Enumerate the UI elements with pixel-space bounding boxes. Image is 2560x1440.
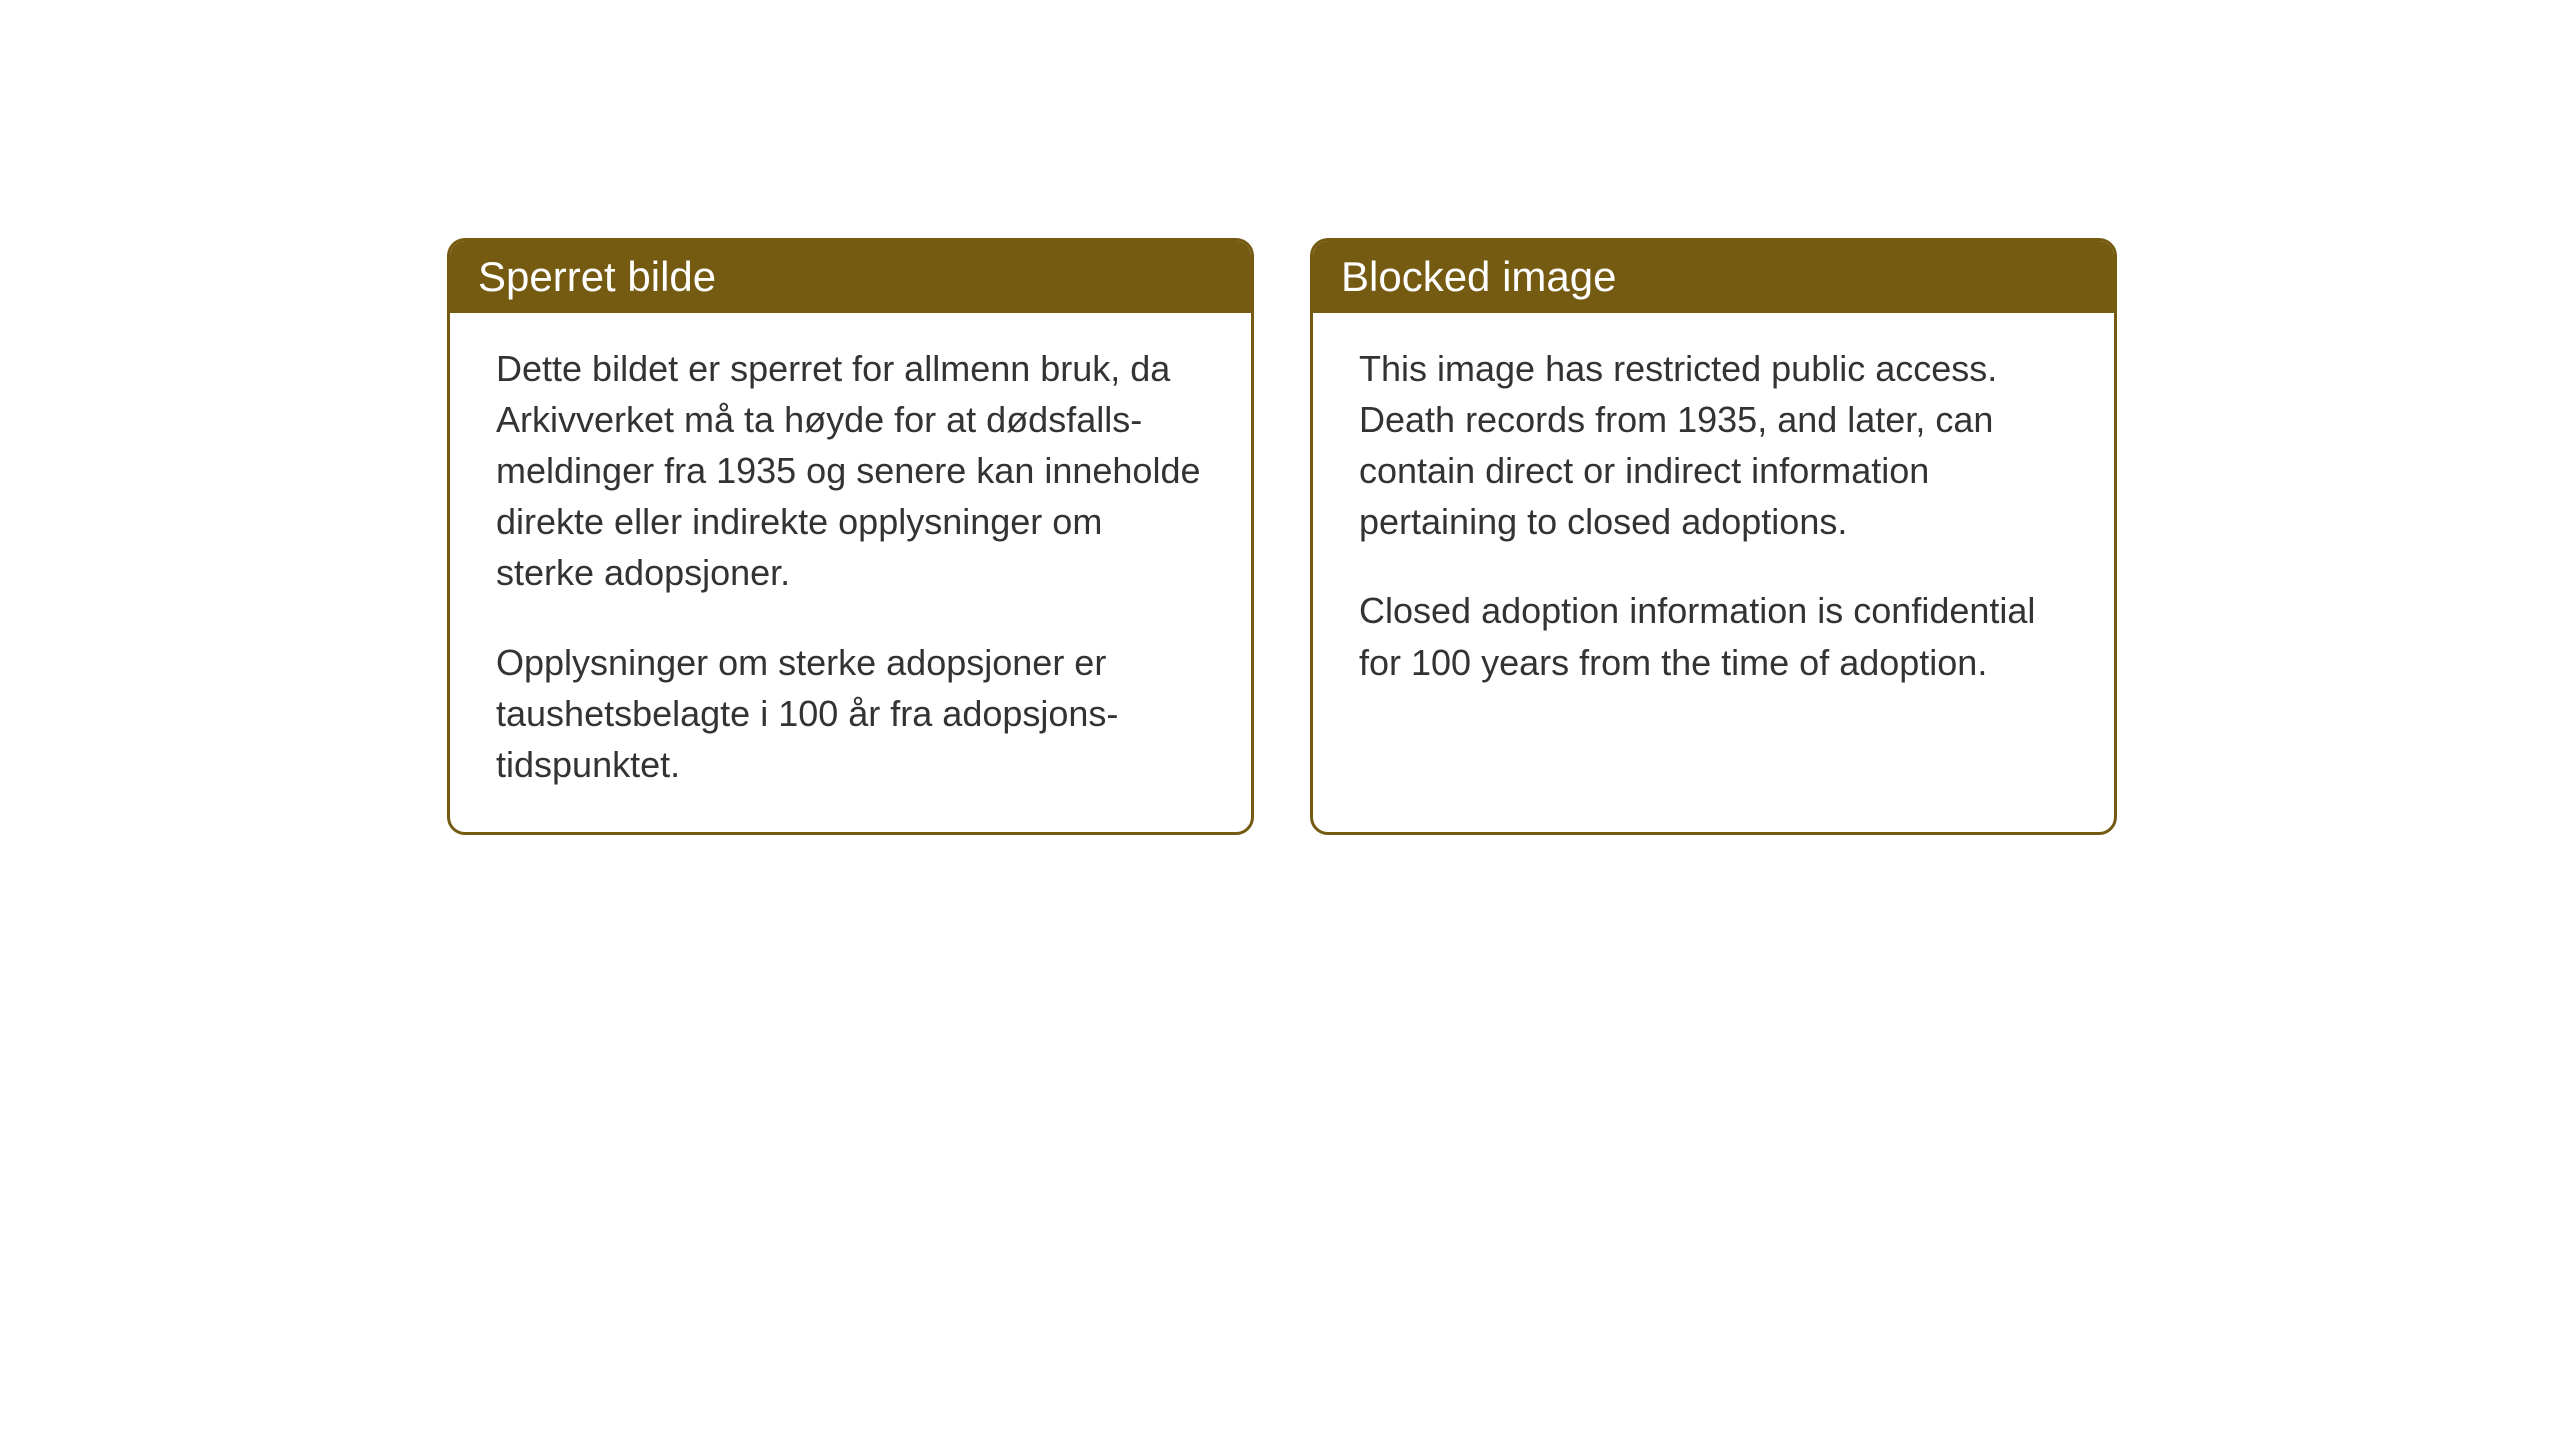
card-title-norwegian: Sperret bilde [478, 253, 716, 300]
card-paragraph-2-norwegian: Opplysninger om sterke adopsjoner er tau… [496, 637, 1205, 790]
card-paragraph-1-english: This image has restricted public access.… [1359, 343, 2068, 547]
card-paragraph-2-english: Closed adoption information is confident… [1359, 585, 2068, 687]
notice-card-norwegian: Sperret bilde Dette bildet er sperret fo… [447, 238, 1254, 835]
card-paragraph-1-norwegian: Dette bildet er sperret for allmenn bruk… [496, 343, 1205, 599]
card-title-english: Blocked image [1341, 253, 1616, 300]
card-header-norwegian: Sperret bilde [450, 241, 1251, 313]
card-header-english: Blocked image [1313, 241, 2114, 313]
notice-container: Sperret bilde Dette bildet er sperret fo… [447, 238, 2117, 835]
card-body-english: This image has restricted public access.… [1313, 313, 2114, 832]
notice-card-english: Blocked image This image has restricted … [1310, 238, 2117, 835]
card-body-norwegian: Dette bildet er sperret for allmenn bruk… [450, 313, 1251, 832]
